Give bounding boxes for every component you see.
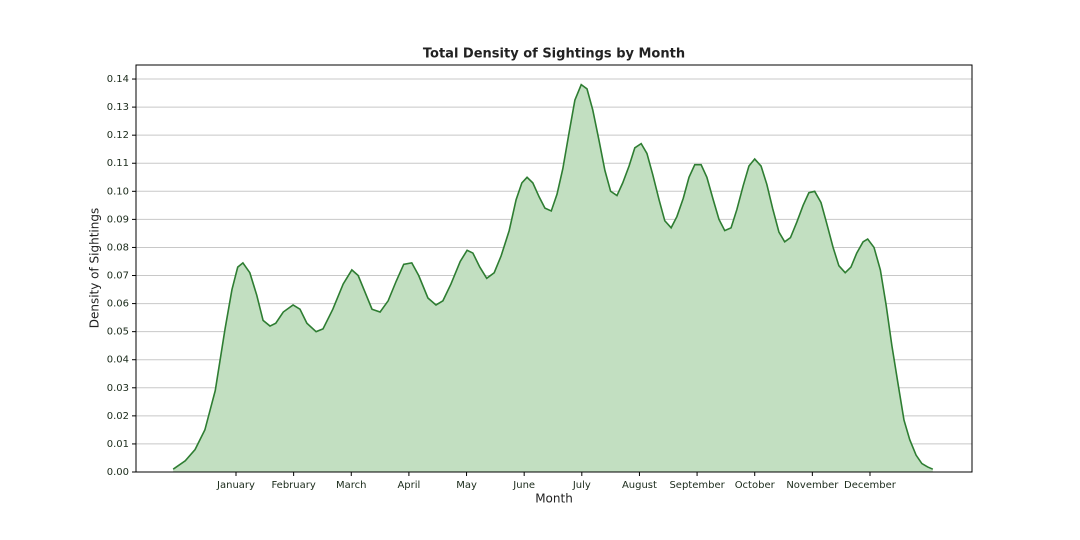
x-tick-label: May (456, 480, 477, 491)
y-tick-label: 0.04 (107, 355, 129, 366)
y-tick-label: 0.12 (107, 130, 129, 141)
x-tick-label: January (216, 480, 255, 491)
y-tick-label: 0.05 (107, 327, 129, 338)
y-axis-label: Density of Sightings (88, 208, 102, 329)
y-tick-label: 0.11 (107, 158, 129, 169)
x-tick-label: October (735, 480, 776, 491)
x-tick-label: July (572, 480, 591, 491)
y-tick-label: 0.08 (107, 242, 129, 253)
density-line (172, 83, 934, 470)
x-tick-label: March (336, 480, 366, 491)
x-tick-label: June (512, 480, 535, 491)
y-tick-label: 0.13 (107, 102, 129, 113)
y-tick-label: 0.02 (107, 411, 129, 422)
y-tick-label: 0.00 (107, 467, 129, 478)
y-tick-label: 0.03 (107, 383, 129, 394)
y-tick-label: 0.09 (107, 214, 129, 225)
x-tick-label: April (397, 480, 420, 491)
x-tick-label: September (669, 480, 725, 491)
x-axis-label: Month (535, 492, 573, 506)
y-tick-label: 0.06 (107, 299, 129, 310)
area-fill (173, 84, 933, 473)
x-tick-label: December (844, 480, 897, 491)
x-tick-label: November (786, 480, 839, 491)
plot-frame (135, 64, 973, 473)
y-tick-label: 0.01 (107, 439, 129, 450)
x-tick-label: February (271, 480, 315, 491)
y-tick-label: 0.07 (107, 271, 129, 282)
chart-title: Total Density of Sightings by Month (423, 47, 685, 62)
x-tick-label: August (622, 480, 657, 491)
y-tick-label: 0.14 (107, 74, 129, 85)
y-tick-label: 0.10 (107, 186, 129, 197)
